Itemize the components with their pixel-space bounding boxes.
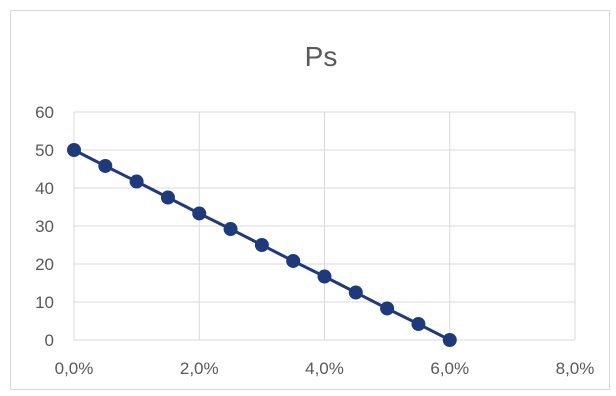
data-point (286, 253, 301, 268)
data-point (317, 269, 332, 284)
y-tick-label: 10 (35, 293, 54, 312)
data-point (67, 143, 81, 157)
x-tick-label: 6,0% (430, 359, 469, 378)
data-point (98, 158, 113, 173)
chart-frame: Ps 0 10 20 30 40 50 60 0,0% 2,0% 4,0% 6,0% 8,0% (10, 10, 610, 390)
y-tick-label: 0 (45, 331, 54, 350)
line-chart: Ps 0 10 20 30 40 50 60 0,0% 2,0% 4,0% 6,0% 8,0% (35, 41, 595, 378)
data-point (223, 222, 238, 237)
data-point (254, 238, 269, 252)
x-tick-label: 4,0% (305, 359, 344, 378)
data-point (129, 174, 144, 189)
data-point (160, 190, 175, 205)
data-point (192, 206, 207, 221)
data-point (411, 317, 426, 332)
data-point (442, 333, 457, 347)
data-point (348, 285, 363, 300)
data-point (380, 301, 395, 316)
chart-title: Ps (305, 41, 338, 72)
y-tick-label: 50 (35, 141, 54, 160)
y-tick-label: 20 (35, 255, 54, 274)
grid-layer (73, 111, 576, 341)
y-tick-label: 40 (35, 179, 54, 198)
y-axis-ticks: 0 10 20 30 40 50 60 (35, 103, 54, 350)
y-tick-label: 60 (35, 103, 54, 122)
x-tick-label: 8,0% (556, 359, 595, 378)
x-tick-label: 0,0% (55, 359, 94, 378)
x-tick-label: 2,0% (180, 359, 219, 378)
y-tick-label: 30 (35, 217, 54, 236)
x-axis-ticks: 0,0% 2,0% 4,0% 6,0% 8,0% (55, 359, 595, 378)
series-markers (67, 143, 457, 347)
